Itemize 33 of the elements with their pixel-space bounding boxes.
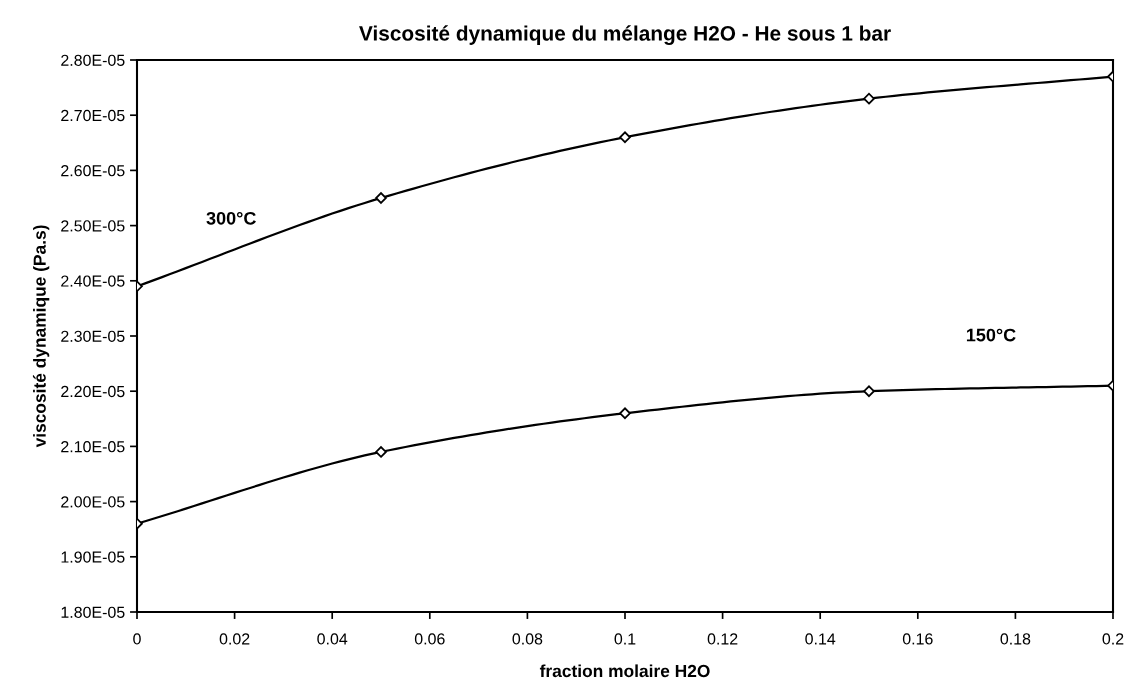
y-tick-label: 2.30E-05 — [61, 330, 125, 342]
y-tick-label: 2.00E-05 — [61, 496, 125, 508]
x-tick-label: 0.04 — [317, 633, 348, 645]
point — [863, 385, 875, 398]
x-tick-label: 0.08 — [512, 633, 543, 645]
x-axis-title: fraction molaire H2O — [539, 664, 710, 678]
x-tick-label: 0.2 — [1102, 633, 1124, 645]
y-tick-label: 2.10E-05 — [61, 441, 125, 453]
y-tick-label: 2.40E-05 — [61, 275, 125, 287]
series-label: 300°C — [206, 211, 256, 225]
x-tick-label: 0.16 — [902, 633, 933, 645]
y-tick-label: 2.80E-05 — [61, 54, 125, 66]
text: 150°C — [966, 328, 1016, 342]
y-tick-label: 2.50E-05 — [61, 220, 125, 232]
y-tick-label: 2.60E-05 — [61, 165, 125, 177]
point — [375, 446, 387, 458]
y-tick-label: 2.70E-05 — [61, 109, 125, 122]
x-tick-label: 0.06 — [414, 633, 445, 645]
x-tick-label: 0.12 — [707, 633, 738, 645]
x-tick-label: 0.18 — [1000, 633, 1031, 645]
point — [375, 192, 387, 204]
y-tick-label: 2.20E-05 — [61, 385, 125, 398]
point — [863, 92, 875, 105]
chart-title: Viscosité dynamique du mélange H2O - He sous 1 bar — [359, 25, 891, 45]
point — [619, 407, 631, 420]
x-tick-label: 0.14 — [805, 633, 836, 645]
y-tick-label: 1.90E-05 — [61, 551, 125, 563]
x-tick-label: 0.02 — [219, 633, 250, 645]
point — [619, 131, 631, 144]
y-tick-label: 1.80E-05 — [61, 606, 125, 618]
x-tick-label: 0 — [133, 633, 141, 645]
y-axis-title: viscosité dynamique (Pa.s) — [32, 225, 50, 448]
x-tick-label: 0.1 — [614, 633, 636, 645]
